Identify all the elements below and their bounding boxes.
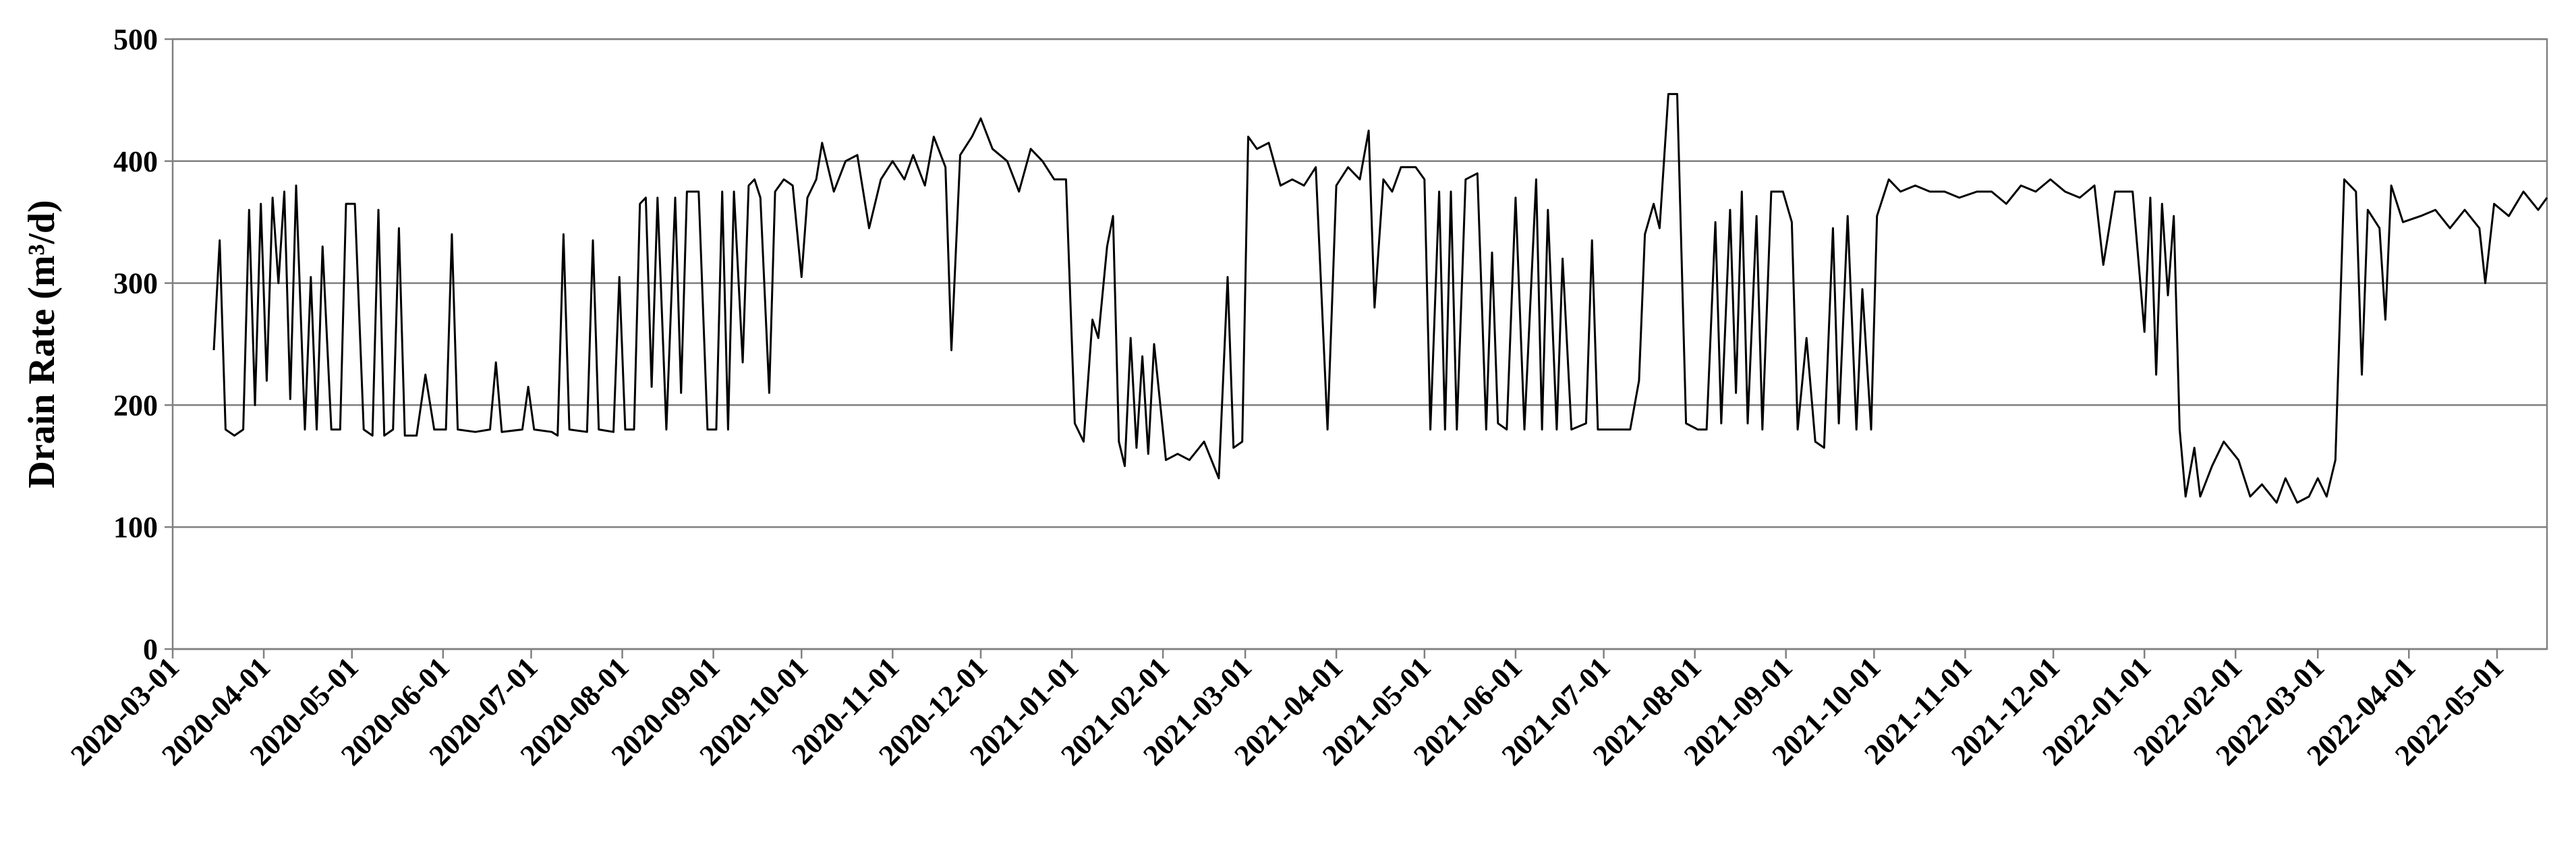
y-tick-label: 0	[143, 633, 158, 666]
data-line	[212, 92, 2548, 504]
y-axis-label: Drain Rate (m³/d)	[21, 200, 63, 488]
y-tick-label: 200	[113, 389, 158, 422]
y-tick-label: 100	[113, 511, 158, 544]
y-tick-label: 500	[113, 23, 158, 56]
y-tick-label: 300	[113, 267, 158, 300]
y-tick-label: 400	[113, 145, 158, 178]
plot-frame	[171, 38, 2548, 650]
